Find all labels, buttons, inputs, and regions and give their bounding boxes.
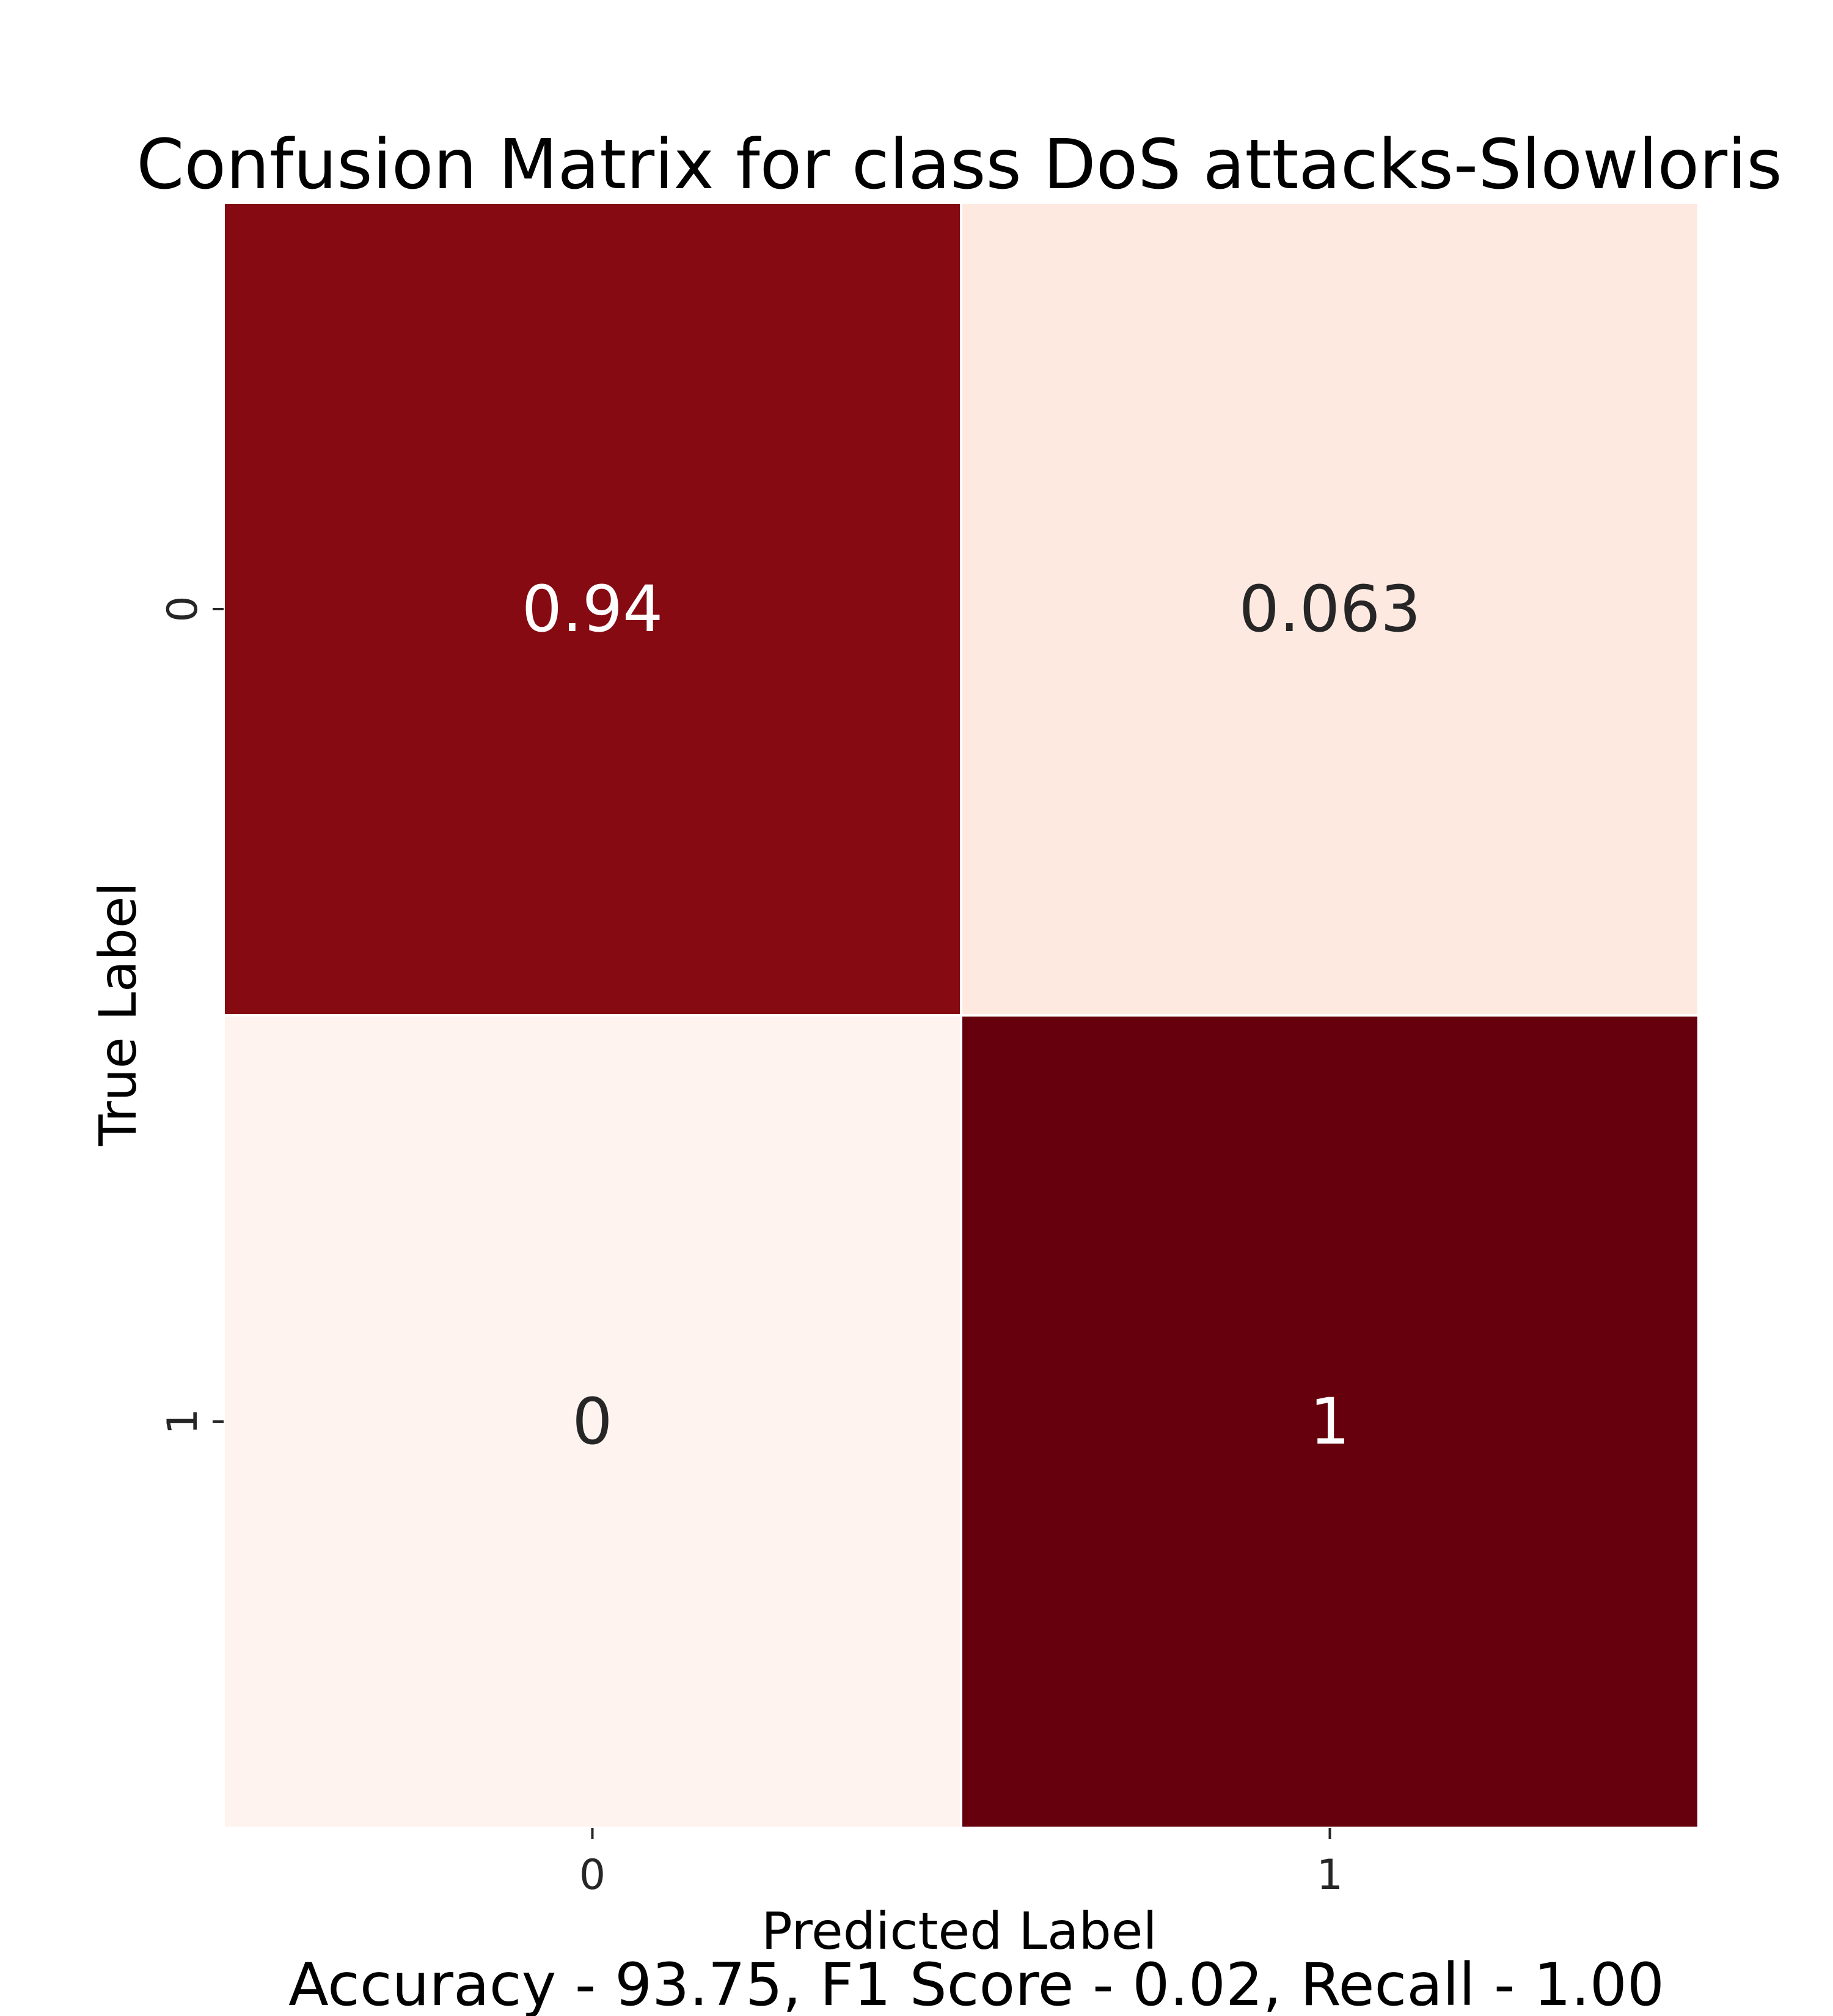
metrics-footer: Accuracy - 93.75, F1 Score - 0.02, Recal… xyxy=(288,1951,1664,2016)
heatmap-cells xyxy=(222,202,1700,1829)
y-tick-label-1: 1 xyxy=(159,1408,207,1434)
heatmap-cell-r0-c1 xyxy=(960,202,1700,1017)
cell-value-label-r0-c0: 0.94 xyxy=(522,572,664,646)
heatmap-cell-r0-c0 xyxy=(222,202,962,1017)
cell-value-label-r1-c1: 1 xyxy=(1309,1384,1350,1459)
heatmap-cell-labels: 0.94 0.063 0 1 xyxy=(522,572,1421,1459)
cell-value-label-r1-c0: 0 xyxy=(572,1384,612,1459)
cell-value-label-r0-c1: 0.063 xyxy=(1239,572,1421,646)
chart-title: Confusion Matrix for class DoS attacks-S… xyxy=(136,125,1782,205)
x-tick-label-0: 0 xyxy=(579,1851,606,1899)
heatmap-cell-r1-c0 xyxy=(222,1014,962,1829)
x-axis-label: Predicted Label xyxy=(761,1901,1157,1961)
y-tick-label-0: 0 xyxy=(159,596,207,622)
axis-ticks: 0 1 0 1 xyxy=(159,596,1343,1899)
y-axis-label: True Label xyxy=(88,882,148,1147)
x-tick-label-1: 1 xyxy=(1317,1851,1343,1899)
heatmap-cell-r1-c1 xyxy=(960,1014,1700,1829)
